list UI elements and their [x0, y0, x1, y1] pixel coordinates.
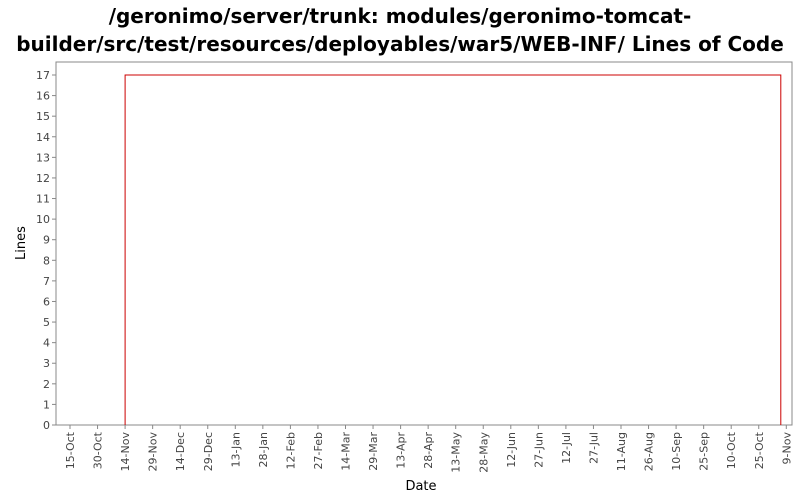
y-tick-label: 4 — [43, 337, 50, 350]
x-tick-label: 29-Dec — [202, 432, 215, 471]
x-tick-label: 10-Oct — [725, 431, 738, 469]
x-tick-label: 28-Jan — [257, 432, 270, 468]
x-tick-label: 11-Aug — [615, 432, 628, 471]
y-axis-label: Lines — [14, 226, 29, 260]
y-tick-label: 7 — [43, 275, 50, 288]
x-tick-label: 27-Jun — [532, 432, 545, 468]
y-tick-label: 3 — [43, 357, 50, 370]
chart-title-line-2: builder/src/test/resources/deployables/w… — [16, 32, 784, 56]
y-tick-label: 9 — [43, 234, 50, 247]
x-axis-label: Date — [405, 479, 436, 494]
y-tick-label: 13 — [36, 151, 50, 164]
x-tick-label: 12-Jul — [560, 432, 573, 464]
x-tick-label: 25-Oct — [753, 431, 766, 469]
x-tick-label: 13-Jan — [229, 432, 242, 468]
chart-title: /geronimo/server/trunk: modules/geronimo… — [0, 2, 800, 58]
x-tick-label: 28-May — [477, 432, 490, 473]
x-tick-label: 14-Nov — [119, 432, 132, 472]
x-tick-label: 10-Sep — [670, 432, 683, 471]
x-tick-label: 12-Feb — [284, 432, 297, 469]
x-tick-label: 14-Dec — [174, 432, 187, 471]
y-tick-label: 2 — [43, 378, 50, 391]
y-tick-label: 14 — [36, 131, 50, 144]
x-tick-label: 15-Oct — [64, 431, 77, 469]
x-axis: 15-Oct 30-Oct 14-Nov 29-Nov 14-Dec 29-Dec 13-J… — [64, 425, 793, 473]
y-tick-label: 5 — [43, 316, 50, 329]
series-layer — [124, 74, 782, 425]
y-tick-label: 15 — [36, 110, 50, 123]
y-tick-label: 12 — [36, 172, 50, 185]
x-tick-label: 12-Jun — [505, 432, 518, 468]
x-tick-label: 26-Aug — [643, 432, 656, 471]
y-tick-label: 6 — [43, 295, 50, 308]
y-tick-label: 16 — [36, 90, 50, 103]
x-tick-label: 14-Mar — [340, 432, 353, 471]
x-tick-label: 28-Apr — [422, 432, 435, 469]
x-tick-label: 27-Jul — [587, 432, 600, 464]
x-tick-label: 29-Mar — [367, 432, 380, 471]
series-line — [124, 74, 782, 425]
x-tick-label: 27-Feb — [312, 432, 325, 469]
y-tick-label: 1 — [43, 398, 50, 411]
plot-area — [55, 61, 793, 426]
x-tick-label: 29-Nov — [147, 432, 160, 472]
x-tick-label: 30-Oct — [92, 431, 105, 469]
y-tick-label: 0 — [43, 419, 50, 432]
y-tick-label: 10 — [36, 213, 50, 226]
x-tick-label: 25-Sep — [698, 432, 711, 471]
x-tick-label: 13-May — [450, 432, 463, 473]
y-tick-label: 17 — [36, 69, 50, 82]
chart-title-line-1: /geronimo/server/trunk: modules/geronimo… — [108, 4, 692, 28]
y-tick-label: 11 — [36, 193, 50, 206]
y-tick-label: 8 — [43, 254, 50, 267]
x-tick-label: 13-Apr — [395, 432, 408, 469]
x-tick-label: 9-Nov — [780, 432, 793, 465]
